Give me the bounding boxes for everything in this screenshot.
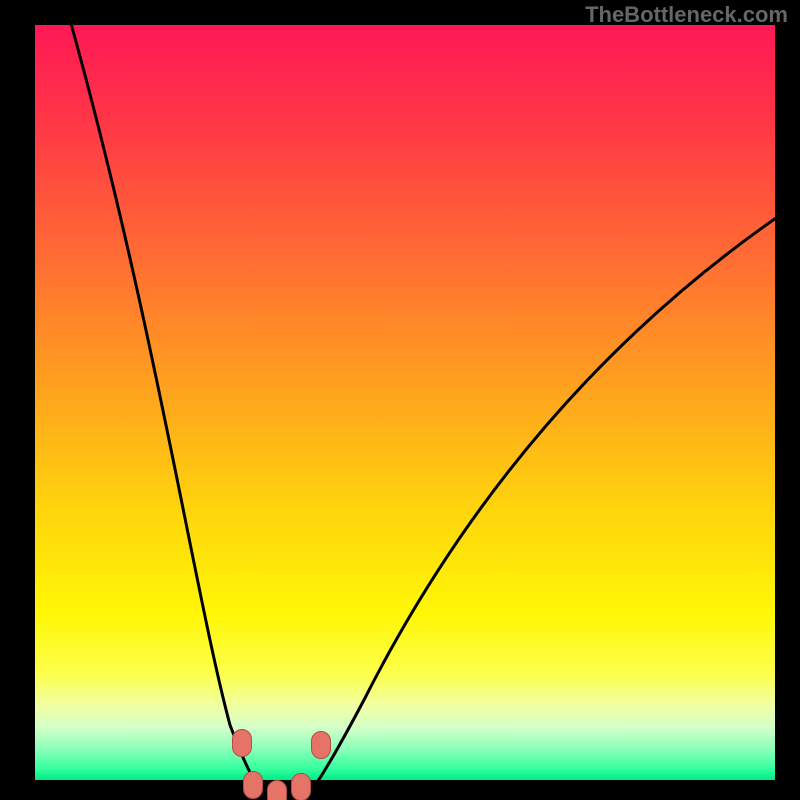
data-point-1 <box>243 771 263 799</box>
data-point-3 <box>291 773 311 800</box>
plot-area <box>35 25 775 780</box>
data-point-2 <box>267 780 287 800</box>
dots-container <box>35 25 775 780</box>
canvas: TheBottleneck.com <box>0 0 800 800</box>
watermark-text: TheBottleneck.com <box>585 2 788 28</box>
data-point-4 <box>311 731 331 759</box>
data-point-0 <box>232 729 252 757</box>
